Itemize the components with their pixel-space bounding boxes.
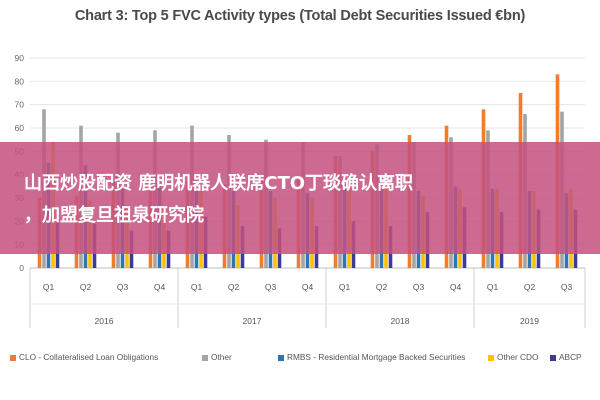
x-tick-label: Q2 bbox=[80, 282, 92, 292]
y-tick-label: 0 bbox=[19, 263, 24, 273]
legend-swatch bbox=[10, 354, 16, 361]
year-group-label: 2017 bbox=[243, 316, 262, 326]
chart-title: Chart 3: Top 5 FVC Activity types (Total… bbox=[74, 8, 526, 24]
overlay-headline-line2: ，加盟复旦祖泉研究院 bbox=[24, 205, 204, 226]
legend-label: Other bbox=[211, 352, 232, 362]
x-tick-label: Q1 bbox=[191, 282, 203, 292]
legend-item: Other bbox=[202, 352, 232, 362]
x-tick-label: Q4 bbox=[302, 282, 314, 292]
x-tick-label: Q3 bbox=[265, 282, 277, 292]
x-axis-ticks: Q1 Q2 Q3 Q4 Q1 Q2 Q3 Q4 Q1 Q2 Q3 Q4 Q1 Q2 Q3 bbox=[43, 282, 573, 292]
x-tick-label: Q1 bbox=[487, 282, 499, 292]
x-tick-label: Q1 bbox=[43, 282, 55, 292]
x-tick-label: Q4 bbox=[154, 282, 166, 292]
legend-swatch bbox=[550, 354, 556, 361]
year-groups: 2016 2017 2018 2019 bbox=[29, 268, 586, 328]
text-overlay-banner bbox=[0, 142, 600, 254]
legend-swatch bbox=[488, 354, 494, 361]
overlay-headline-line1: 山西炒股配资 鹿明机器人联席CTO丁琰确认离职 bbox=[24, 173, 414, 194]
y-tick-label: 80 bbox=[15, 76, 25, 86]
legend-item: RMBS - Residential Mortgage Backed Secur… bbox=[278, 352, 465, 362]
x-tick-label: Q1 bbox=[339, 282, 351, 292]
legend-item: CLO - Collateralised Loan Obligations bbox=[10, 352, 158, 362]
legend-label: Other CDO bbox=[497, 352, 539, 362]
legend-item: Other CDO bbox=[488, 352, 539, 362]
y-tick-label: 70 bbox=[15, 100, 25, 110]
legend-label: ABCP bbox=[559, 352, 582, 362]
legend-label: CLO - Collateralised Loan Obligations bbox=[19, 352, 159, 362]
x-tick-label: Q2 bbox=[376, 282, 388, 292]
y-tick-label: 60 bbox=[15, 123, 25, 133]
year-group-label: 2016 bbox=[95, 316, 114, 326]
x-tick-label: Q2 bbox=[524, 282, 536, 292]
legend-swatch bbox=[202, 354, 208, 361]
x-tick-label: Q2 bbox=[228, 282, 240, 292]
legend-swatch bbox=[278, 354, 284, 361]
year-group-label: 2018 bbox=[391, 316, 410, 326]
legend-item: ABCP bbox=[550, 352, 582, 362]
x-tick-label: Q4 bbox=[450, 282, 462, 292]
x-tick-label: Q3 bbox=[561, 282, 573, 292]
chart-legend: CLO - Collateralised Loan Obligations Oth… bbox=[10, 352, 595, 366]
year-group-label: 2019 bbox=[520, 316, 539, 326]
overlay-headline: 山西炒股配资 鹿明机器人联席CTO丁琰确认离职 ，加盟复旦祖泉研究院 bbox=[24, 168, 584, 232]
legend-label: RMBS - Residential Mortgage Backed Secur… bbox=[287, 352, 466, 362]
x-tick-label: Q3 bbox=[117, 282, 129, 292]
x-tick-label: Q3 bbox=[413, 282, 425, 292]
y-tick-label: 90 bbox=[15, 53, 25, 63]
